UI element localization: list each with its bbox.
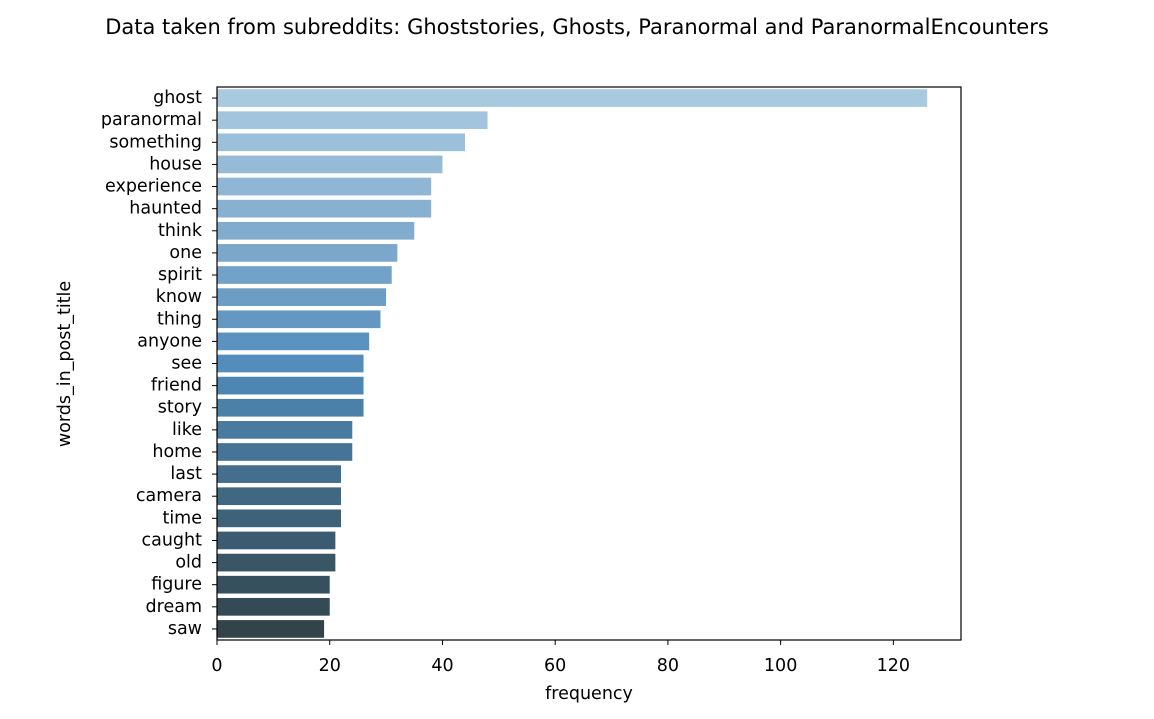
y-tick-label: like xyxy=(172,420,202,440)
bar-one xyxy=(217,244,398,262)
x-tick-label: 40 xyxy=(431,656,453,676)
bar-friend xyxy=(217,376,364,395)
y-tick-label: one xyxy=(169,243,202,263)
x-axis-title: frequency xyxy=(545,684,633,704)
y-tick-label: figure xyxy=(151,575,202,595)
y-tick-label: last xyxy=(170,464,202,484)
y-tick-label: thing xyxy=(157,309,202,329)
bar-house xyxy=(217,155,443,174)
y-tick-label: paranormal xyxy=(101,110,202,130)
bar-figure xyxy=(217,575,330,594)
x-axis-ticks: 0 20 40 60 80 100 120 xyxy=(211,640,910,676)
bar-haunted xyxy=(217,199,432,218)
bar-see xyxy=(217,354,364,373)
x-tick-label: 80 xyxy=(657,656,679,676)
y-tick-label: something xyxy=(109,132,202,152)
bars-layer xyxy=(217,89,928,638)
y-tick-label: haunted xyxy=(129,199,202,219)
bar-know xyxy=(217,288,387,306)
x-tick-label: 20 xyxy=(319,656,341,676)
bar-paranormal xyxy=(217,111,488,130)
y-tick-label: experience xyxy=(105,177,202,197)
bar-last xyxy=(217,465,341,483)
bar-thing xyxy=(217,310,381,329)
y-tick-label: saw xyxy=(168,619,202,639)
y-tick-label: think xyxy=(158,221,203,241)
bar-camera xyxy=(217,487,341,506)
bar-something xyxy=(217,133,465,152)
bar-old xyxy=(217,553,336,572)
y-tick-label: home xyxy=(152,442,202,462)
bar-ghost xyxy=(217,89,928,107)
bar-home xyxy=(217,443,353,461)
bar-saw xyxy=(217,620,325,638)
chart-title: Data taken from subreddits: Ghoststories… xyxy=(105,15,1049,39)
y-tick-label: time xyxy=(162,508,202,528)
bar-dream xyxy=(217,597,330,616)
x-tick-label: 120 xyxy=(877,656,910,676)
y-tick-label: anyone xyxy=(137,331,202,351)
y-axis-ticks: ghostparanormalsomethinghouseexperienceh… xyxy=(101,88,217,639)
y-tick-label: house xyxy=(149,154,202,174)
y-axis-title: words_in_post_title xyxy=(55,281,75,447)
bar-experience xyxy=(217,177,432,196)
bar-caught xyxy=(217,531,336,550)
x-tick-label: 100 xyxy=(764,656,797,676)
x-tick-label: 0 xyxy=(211,656,222,676)
y-tick-label: dream xyxy=(146,597,202,617)
y-tick-label: spirit xyxy=(158,265,202,285)
y-tick-label: camera xyxy=(136,486,202,506)
bar-story xyxy=(217,398,364,417)
bar-time xyxy=(217,509,341,528)
plot-frame xyxy=(216,86,962,641)
bar-like xyxy=(217,421,353,439)
y-tick-label: caught xyxy=(142,530,203,550)
bar-think xyxy=(217,221,415,240)
y-tick-label: friend xyxy=(151,376,202,396)
bar-anyone xyxy=(217,332,370,351)
y-tick-label: ghost xyxy=(153,88,202,108)
y-tick-label: see xyxy=(171,354,202,374)
y-tick-label: old xyxy=(175,553,202,573)
bar-spirit xyxy=(217,266,392,284)
y-tick-label: story xyxy=(158,398,202,418)
x-tick-label: 60 xyxy=(544,656,566,676)
y-tick-label: know xyxy=(156,287,202,307)
